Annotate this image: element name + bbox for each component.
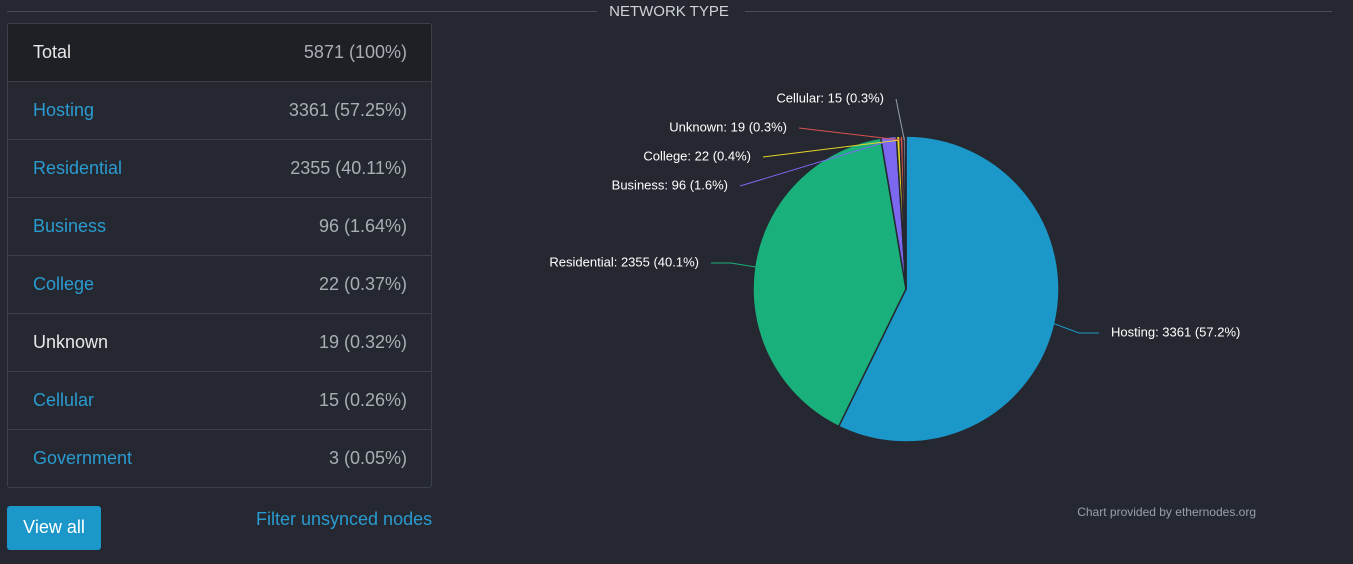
section-title: NETWORK TYPE [0, 3, 1338, 20]
row-link[interactable]: Government [33, 448, 133, 468]
table-row: Government 3 (0.05%) [8, 429, 431, 487]
row-link[interactable]: Residential [33, 158, 123, 178]
chart-credit: Chart provided by ethernodes.org [1077, 505, 1256, 519]
row-label: Unknown [33, 332, 109, 352]
leader-line [895, 98, 905, 141]
pie-slice [837, 135, 1060, 443]
row-link[interactable]: College [33, 274, 95, 294]
title-text: NETWORK TYPE [599, 3, 739, 20]
row-count: 5871 (100%) [303, 42, 407, 62]
leader-line [762, 139, 899, 158]
slice-label: Cellular: 15 (0.3%) [776, 90, 884, 105]
divider [745, 11, 1332, 12]
slice-label: Business: 96 (1.6%) [612, 177, 728, 192]
slice-label: Residential: 2355 (40.1%) [549, 254, 699, 269]
row-count: 96 (1.64%) [318, 216, 407, 236]
table-row: Business 96 (1.64%) [8, 197, 431, 255]
table-row: College 22 (0.37%) [8, 255, 431, 313]
leader-line [798, 127, 902, 141]
row-count: 15 (0.26%) [318, 390, 407, 410]
row-link[interactable]: Business [33, 216, 107, 236]
slice-label: College: 22 (0.4%) [643, 148, 751, 163]
row-count: 3361 (57.25%) [288, 100, 407, 120]
row-label: Total [33, 42, 72, 62]
slice-label: Unknown: 19 (0.3%) [669, 119, 787, 134]
row-count: 22 (0.37%) [318, 274, 407, 294]
leader-line [739, 140, 890, 187]
table-row: Cellular 15 (0.26%) [8, 371, 431, 429]
row-count: 3 (0.05%) [328, 448, 407, 468]
slice-label: Hosting: 3361 (57.2%) [1111, 324, 1240, 339]
view-all-button[interactable]: View all [7, 506, 101, 550]
row-count: 19 (0.32%) [318, 332, 407, 352]
filter-link[interactable]: Filter unsynced nodes [256, 509, 433, 529]
divider [7, 11, 597, 12]
pie-chart: Hosting: 3361 (57.2%) Residential: 2355 (… [549, 90, 1256, 519]
leader-line [1050, 322, 1099, 334]
table-row: Hosting 3361 (57.25%) [8, 81, 431, 139]
table-row: Unknown 19 (0.32%) [8, 313, 431, 371]
table-row: Residential 2355 (40.11%) [8, 139, 431, 197]
table-row: Total 5871 (100%) [8, 24, 431, 81]
row-link[interactable]: Hosting [33, 100, 95, 120]
table: Total 5871 (100%) Hosting 3361 (57.25%) Resi… [7, 23, 432, 488]
row-count: 2355 (40.11%) [290, 158, 407, 178]
row-link[interactable]: Cellular [33, 390, 95, 410]
leader-line [711, 262, 759, 269]
